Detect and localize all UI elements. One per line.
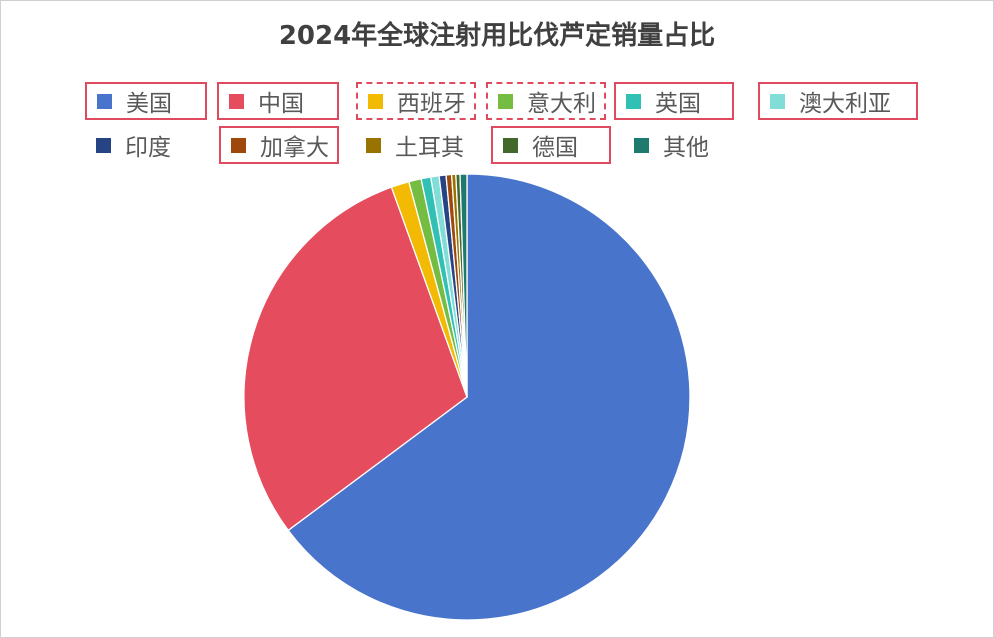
legend-label: 其他 xyxy=(663,135,709,161)
legend-label: 英国 xyxy=(655,91,701,117)
legend-item[interactable]: 西班牙 xyxy=(356,82,476,120)
legend-swatch xyxy=(96,137,111,153)
legend-swatch xyxy=(503,137,518,153)
legend-item[interactable]: 中国 xyxy=(217,82,339,120)
legend-label: 加拿大 xyxy=(260,135,329,161)
legend-label: 意大利 xyxy=(527,91,596,117)
pie-slice-美国[interactable] xyxy=(287,173,691,621)
pie-slice-其他[interactable] xyxy=(459,173,468,398)
legend-item[interactable]: 意大利 xyxy=(486,82,606,120)
legend-item[interactable]: 其他 xyxy=(624,126,734,164)
legend-label: 中国 xyxy=(258,91,304,117)
legend-label: 土耳其 xyxy=(395,135,464,161)
legend-label: 印度 xyxy=(125,135,171,161)
legend-swatch xyxy=(97,93,112,109)
pie-slice-中国[interactable] xyxy=(243,186,468,532)
legend-swatch xyxy=(770,93,785,109)
legend-swatch xyxy=(229,93,244,109)
legend-swatch xyxy=(634,137,649,153)
legend-swatch xyxy=(366,137,381,153)
legend-label: 澳大利亚 xyxy=(799,91,891,117)
legend-label: 美国 xyxy=(126,91,172,117)
chart-title: 2024年全球注射用比伐芦定销量占比 xyxy=(278,21,716,51)
legend-swatch xyxy=(368,93,383,109)
legend-item[interactable]: 英国 xyxy=(614,82,734,120)
legend-label: 西班牙 xyxy=(397,91,466,117)
legend-swatch xyxy=(498,93,513,109)
legend-item[interactable]: 美国 xyxy=(85,82,207,120)
legend-item[interactable]: 澳大利亚 xyxy=(758,82,918,120)
legend-swatch xyxy=(626,93,641,109)
legend-item[interactable]: 土耳其 xyxy=(356,126,486,164)
legend-item[interactable]: 印度 xyxy=(86,126,206,164)
legend-item[interactable]: 德国 xyxy=(491,126,611,164)
legend-label: 德国 xyxy=(532,135,578,161)
legend-item[interactable]: 加拿大 xyxy=(219,126,339,164)
legend-swatch xyxy=(231,137,246,153)
